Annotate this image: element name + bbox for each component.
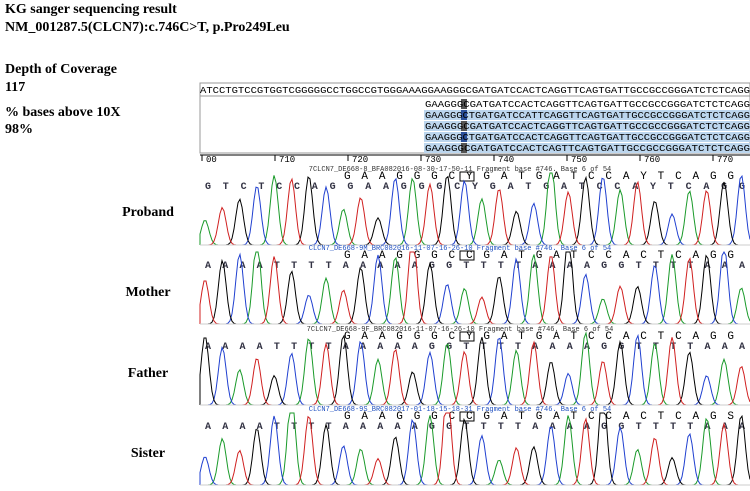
ruler-label: 00 <box>206 155 217 165</box>
trace-bases: AAAATTTTAAAAAGGTTTTAAAAGGTTTTAAA <box>205 342 745 353</box>
het-box <box>459 171 475 182</box>
sample-label: Mother <box>125 285 171 300</box>
het-box <box>459 411 475 422</box>
sample-label: Proband <box>122 205 174 220</box>
trace <box>200 337 750 406</box>
het-box <box>459 250 475 261</box>
ruler-label: 740 <box>498 155 514 165</box>
ruler-label: 760 <box>644 155 660 165</box>
read: GAAGGGCGATGATCCACTCAGGTTCAGTGATTGCCGCCGG… <box>425 122 750 132</box>
read: GAAGGGCTGATGATCCATTCAGGTTCAGTGATTGCCGCCG… <box>425 111 750 121</box>
bases-value: 98% <box>5 122 33 137</box>
trace <box>199 415 750 486</box>
sample-label: Sister <box>130 446 166 461</box>
trace-bases: AAAATTTTAAAAAGGTTTTAAAAGGTTTTAAA <box>205 261 745 272</box>
depth-label: Depth of Coverage <box>5 62 117 77</box>
sample-label: Father <box>127 366 169 381</box>
trace-bases: AAAATTTTAAAAAGGTTTTAAAAGGTTTTAAA <box>205 422 745 433</box>
trace <box>200 251 750 325</box>
depth-value: 117 <box>5 80 26 95</box>
read: GAAGGGCTGATGATCCACTCAGGTTCAGTGATTGCCGCCG… <box>425 133 750 143</box>
read-bg <box>424 143 750 153</box>
trace-bases: GTCTCCAGGAAGGGCYGATGATCCAYTCAGG <box>205 182 745 193</box>
ruler-label: 730 <box>425 155 441 165</box>
trace-header: CLCN7_DE668-9S_BRC082017-01-18-15-18-31 … <box>309 406 611 414</box>
read-bg <box>424 121 750 131</box>
title: KG sanger sequencing result <box>5 2 177 17</box>
trace-header: CLCN7_DE668-9M_BRC082016-11-07-16-26-10 … <box>309 245 611 253</box>
variant: NM_001287.5(CLCN7):c.746C>T, p.Pro249Leu <box>5 20 290 35</box>
trace-header: 7CLCN7_DE668-9F_BRC082016-11-07-16-26-10… <box>307 326 614 334</box>
read: GAAGGGCGATGATCCACTCAGTTCAGTGATTGCCGCCGGG… <box>425 144 750 154</box>
read: GAAGGGCGATGATCCACTCAGGTTCAGTGATTGCCGCCGG… <box>425 100 750 110</box>
variant-base-bg <box>461 143 467 153</box>
variant-base-bg <box>461 121 467 131</box>
ruler-label: 710 <box>279 155 295 165</box>
trace-header: 7CLCN7_DE668-8_BFA082016-08-30-17-50-11 … <box>309 166 611 174</box>
bases-label: % bases above 10X <box>5 105 121 120</box>
reference: ATCCTGTCCGTGGTCGGGGGCCTGGCCGTGGGAAAGGAAG… <box>200 86 750 96</box>
het-box <box>459 331 475 342</box>
ruler-label: 750 <box>571 155 587 165</box>
variant-base-bg <box>461 99 467 109</box>
ruler-label: 720 <box>352 155 368 165</box>
ruler-label: 770 <box>717 155 733 165</box>
variant-base-bg <box>461 110 467 120</box>
read-bg <box>424 110 750 120</box>
variant-base-bg <box>461 132 467 142</box>
read-bg <box>424 132 750 142</box>
